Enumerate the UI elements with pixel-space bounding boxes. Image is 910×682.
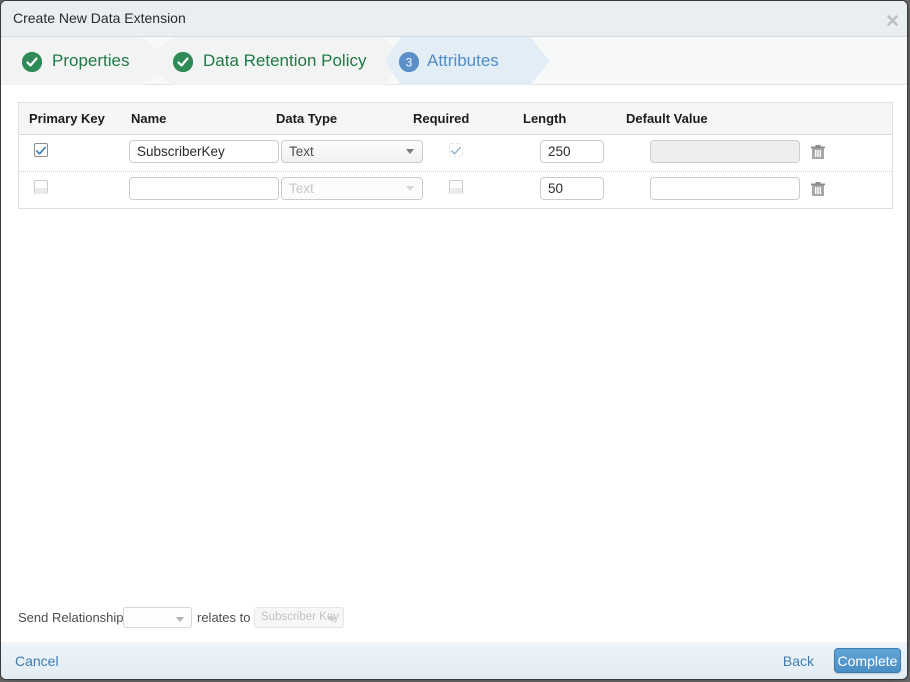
svg-text:3: 3 [406,56,413,70]
